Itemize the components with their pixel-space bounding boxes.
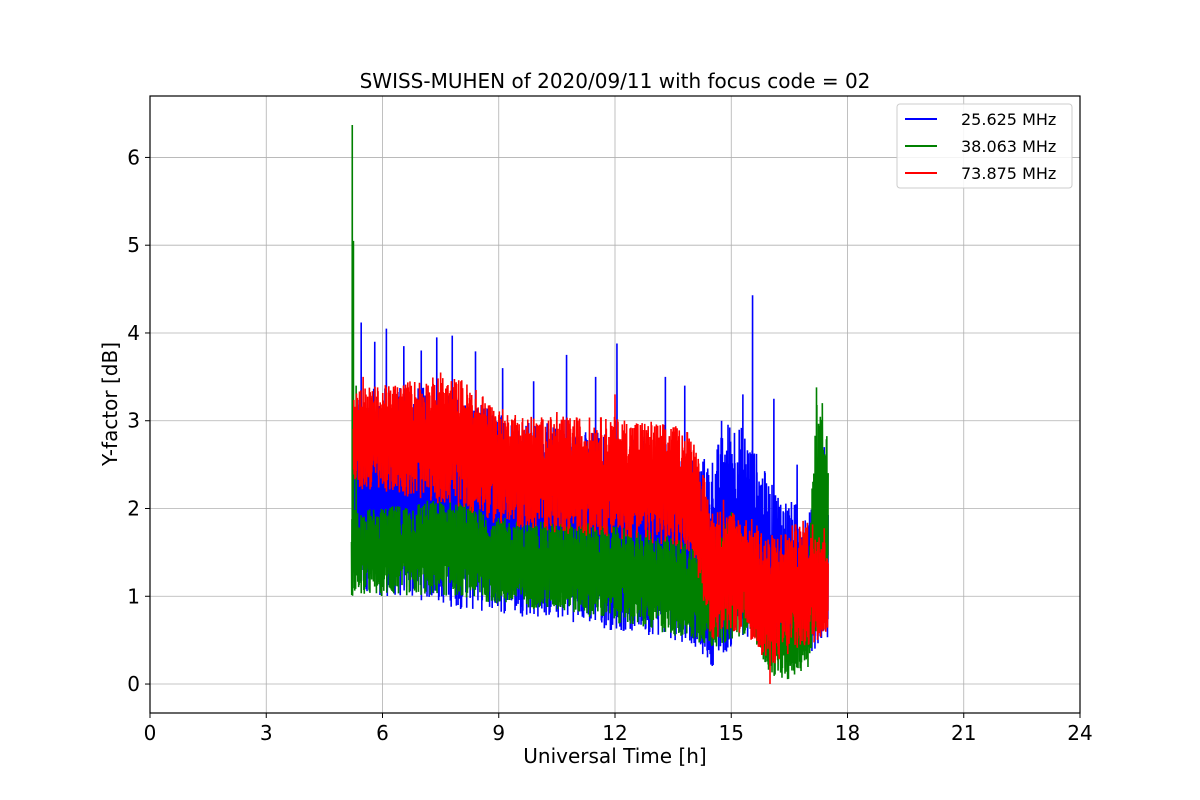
x-tick-label: 21 [951, 721, 976, 745]
chart-title: SWISS-MUHEN of 2020/09/11 with focus cod… [360, 69, 871, 93]
legend-box [896, 103, 1073, 189]
x-axis: 0 3 6 9 12 15 18 21 24 [144, 713, 1093, 745]
x-tick-label: 18 [835, 721, 860, 745]
legend: 25.625 MHz 38.063 MHz 73.875 MHz [896, 103, 1073, 189]
x-tick-label: 24 [1067, 721, 1092, 745]
y-tick-label: 6 [127, 145, 140, 169]
y-tick-label: 2 [127, 497, 140, 521]
x-tick-label: 15 [719, 721, 744, 745]
y-tick-label: 5 [127, 233, 140, 257]
y-axis-label: Y-factor [dB] [98, 342, 122, 467]
series-line [352, 372, 829, 685]
y-tick-label: 0 [127, 672, 140, 696]
series-layer [350, 124, 829, 685]
x-tick-label: 3 [260, 721, 273, 745]
x-axis-label: Universal Time [h] [523, 744, 706, 768]
x-tick-label: 12 [602, 721, 627, 745]
y-tick-label: 4 [127, 321, 140, 345]
y-axis: 0 1 2 3 4 5 6 [127, 145, 150, 696]
legend-label: 38.063 MHz [961, 137, 1056, 156]
legend-label: 73.875 MHz [961, 164, 1056, 183]
y-tick-label: 1 [127, 584, 140, 608]
series-73-875-mhz [352, 372, 829, 685]
legend-label: 25.625 MHz [961, 110, 1056, 129]
x-tick-label: 0 [144, 721, 157, 745]
x-tick-label: 6 [376, 721, 389, 745]
x-tick-label: 9 [492, 721, 505, 745]
y-tick-label: 3 [127, 409, 140, 433]
